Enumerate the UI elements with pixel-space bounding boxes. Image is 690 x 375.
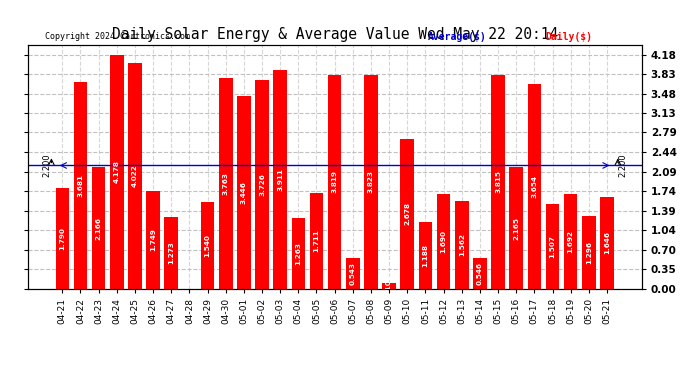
Bar bbox=[346, 258, 359, 289]
Bar bbox=[437, 194, 451, 289]
Text: 2.200: 2.200 bbox=[618, 154, 627, 177]
Text: 1.188: 1.188 bbox=[422, 244, 428, 267]
Bar bbox=[55, 189, 69, 289]
Bar bbox=[92, 167, 106, 289]
Text: 0.101: 0.101 bbox=[386, 274, 392, 297]
Bar bbox=[400, 139, 414, 289]
Bar bbox=[491, 75, 505, 289]
Text: 1.273: 1.273 bbox=[168, 242, 175, 264]
Text: 1.540: 1.540 bbox=[204, 234, 210, 257]
Text: 3.819: 3.819 bbox=[332, 170, 337, 193]
Bar bbox=[455, 201, 469, 289]
Bar bbox=[201, 202, 215, 289]
Bar bbox=[546, 204, 560, 289]
Text: 1.296: 1.296 bbox=[586, 241, 592, 264]
Bar bbox=[255, 80, 269, 289]
Bar bbox=[146, 191, 160, 289]
Text: 1.711: 1.711 bbox=[313, 230, 319, 252]
Text: 3.726: 3.726 bbox=[259, 173, 265, 196]
Text: 1.507: 1.507 bbox=[549, 235, 555, 258]
Bar bbox=[473, 258, 486, 289]
Bar bbox=[528, 84, 541, 289]
Bar bbox=[128, 63, 141, 289]
Text: Daily($): Daily($) bbox=[545, 32, 592, 42]
Text: 3.446: 3.446 bbox=[241, 181, 247, 204]
Text: 1.749: 1.749 bbox=[150, 228, 156, 251]
Bar bbox=[419, 222, 432, 289]
Text: 1.646: 1.646 bbox=[604, 231, 610, 254]
Text: 3.823: 3.823 bbox=[368, 170, 374, 193]
Bar bbox=[364, 75, 377, 289]
Text: 2.166: 2.166 bbox=[96, 217, 101, 240]
Text: Copyright 2024 Cartronics.com: Copyright 2024 Cartronics.com bbox=[45, 32, 190, 41]
Text: 1.790: 1.790 bbox=[59, 227, 66, 250]
Bar bbox=[273, 70, 287, 289]
Text: 3.815: 3.815 bbox=[495, 170, 501, 194]
Text: 3.681: 3.681 bbox=[77, 174, 83, 197]
Bar bbox=[292, 218, 305, 289]
Text: 3.911: 3.911 bbox=[277, 168, 283, 190]
Bar bbox=[382, 283, 396, 289]
Text: 1.692: 1.692 bbox=[568, 230, 573, 253]
Bar bbox=[328, 75, 342, 289]
Bar bbox=[564, 194, 578, 289]
Text: Average($): Average($) bbox=[428, 32, 486, 42]
Bar bbox=[74, 82, 88, 289]
Bar bbox=[310, 193, 324, 289]
Text: 0.543: 0.543 bbox=[350, 262, 356, 285]
Text: 1.690: 1.690 bbox=[441, 230, 446, 253]
Text: 2.200: 2.200 bbox=[42, 154, 51, 177]
Bar bbox=[110, 55, 124, 289]
Text: 0.546: 0.546 bbox=[477, 262, 483, 285]
Text: 2.678: 2.678 bbox=[404, 202, 411, 225]
Bar bbox=[582, 216, 595, 289]
Text: 1.263: 1.263 bbox=[295, 242, 302, 265]
Bar bbox=[600, 196, 614, 289]
Text: 4.022: 4.022 bbox=[132, 165, 138, 188]
Bar bbox=[509, 167, 523, 289]
Text: 3.763: 3.763 bbox=[223, 172, 228, 195]
Title: Daily Solar Energy & Average Value Wed May 22 20:14: Daily Solar Energy & Average Value Wed M… bbox=[112, 27, 558, 42]
Bar bbox=[164, 217, 178, 289]
Text: 2.165: 2.165 bbox=[513, 217, 519, 240]
Bar bbox=[219, 78, 233, 289]
Bar bbox=[237, 96, 250, 289]
Text: 1.562: 1.562 bbox=[459, 234, 465, 256]
Text: 3.654: 3.654 bbox=[531, 175, 538, 198]
Text: 4.178: 4.178 bbox=[114, 160, 120, 183]
